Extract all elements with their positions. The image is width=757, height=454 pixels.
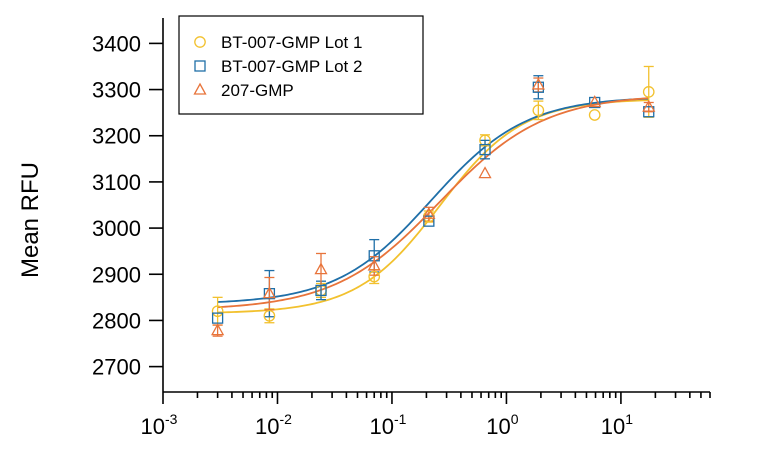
- axes: [162, 18, 710, 393]
- data-point-triangle: [262, 286, 276, 299]
- legend-marker-square: [194, 60, 206, 72]
- x-tick-label: 10-2: [255, 411, 292, 439]
- legend-items: BT-007-GMP Lot 1 BT-007-GMP Lot 2 207-GMP: [193, 33, 362, 100]
- data-point-circle: [211, 305, 224, 318]
- data-point-triangle: [531, 77, 545, 90]
- x-tick-label: 100: [486, 411, 518, 439]
- legend: BT-007-GMP Lot 1 BT-007-GMP Lot 2 207-GMP: [178, 15, 424, 115]
- fit-curve: [217, 99, 649, 314]
- legend-label: 207-GMP: [221, 81, 294, 100]
- y-tick-label: 2700: [92, 355, 141, 380]
- data-point-triangle: [211, 323, 225, 336]
- data-point-circle: [532, 104, 545, 117]
- y-tick-label: 2900: [92, 262, 141, 287]
- legend-marker-triangle: [193, 82, 207, 95]
- data-point-square: [211, 312, 224, 324]
- y-ticks: 2700 2800 2900 3000 3100 3200 3300 3400: [92, 31, 163, 380]
- legend-label: BT-007-GMP Lot 1: [221, 33, 362, 52]
- y-tick-label: 3000: [92, 216, 141, 241]
- data-point-triangle: [642, 99, 656, 112]
- data-point-triangle: [478, 166, 492, 179]
- x-ticks: 10-3 10-2 10-1 100 101: [141, 392, 711, 439]
- data-point-triangle: [588, 95, 602, 108]
- data-point-triangle: [422, 206, 436, 219]
- fit-curves: [217, 97, 649, 314]
- legend-label: BT-007-GMP Lot 2: [221, 57, 362, 76]
- data-point-triangle: [367, 258, 381, 271]
- data-point-triangle: [314, 262, 328, 275]
- data-point-circle: [263, 309, 276, 322]
- data-point-circle: [479, 134, 491, 147]
- y-tick-label: 3400: [92, 31, 141, 56]
- data-point-circle: [368, 270, 381, 283]
- data-points: [211, 77, 656, 336]
- fit-curve: [217, 97, 649, 309]
- y-tick-label: 3100: [92, 170, 141, 195]
- legend-box: [178, 15, 424, 115]
- data-point-square: [315, 284, 327, 297]
- y-tick-label: 3200: [92, 124, 141, 149]
- data-point-square: [479, 143, 491, 156]
- data-point-circle: [642, 86, 655, 98]
- x-tick-label: 10-3: [141, 411, 178, 439]
- data-point-square: [423, 215, 435, 227]
- y-tick-label: 2800: [92, 308, 141, 333]
- legend-marker-circle: [194, 36, 206, 48]
- x-tick-label: 10-1: [369, 411, 406, 439]
- y-axis-title: Mean RFU: [17, 162, 44, 278]
- data-point-circle: [588, 109, 601, 121]
- fit-curve: [217, 97, 649, 303]
- x-tick-label: 101: [601, 411, 633, 439]
- y-tick-label: 3300: [92, 78, 141, 103]
